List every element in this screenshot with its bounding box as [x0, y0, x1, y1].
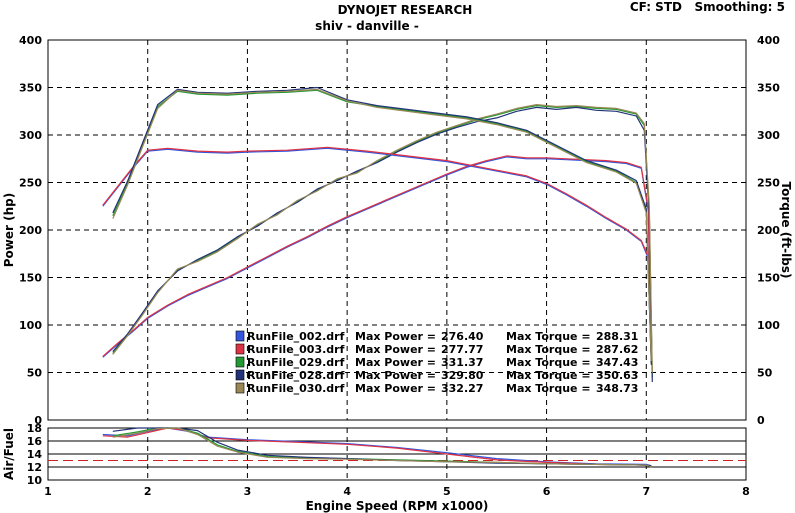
legend-max-power-label: Max Power =: [355, 382, 436, 395]
correction-settings: CF: STD Smoothing: 5: [630, 0, 785, 14]
legend-max-power-label: Max Power =: [355, 330, 436, 343]
afr-series-line: [102, 427, 652, 467]
chart-title: DYNOJET RESEARCH: [338, 3, 473, 17]
legend: RunFile_002.drf Max Power = 276.40 Max Torq…: [235, 330, 638, 395]
afr-tick-label: 10: [27, 474, 43, 487]
legend-max-torque: 287.62: [596, 343, 638, 356]
y-tick-label-left: 350: [19, 82, 42, 95]
afr-tick-label: 16: [27, 435, 43, 448]
legend-swatch: [235, 382, 245, 394]
legend-file: RunFile_028.drf: [247, 369, 345, 382]
series-line: [112, 88, 652, 362]
y-tick-label-left: 0: [34, 414, 42, 427]
y-axis-left-title: Power (hp): [2, 193, 16, 267]
x-tick-label: 5: [443, 485, 451, 498]
y-tick-label-right: 150: [757, 272, 780, 285]
y-tick-label-right: 400: [757, 34, 780, 47]
series-line: [112, 103, 653, 373]
legend-swatch: [235, 369, 245, 381]
legend-max-torque-label: Max Torque =: [506, 343, 591, 356]
grid: [48, 40, 746, 480]
x-tick-label: 8: [742, 485, 750, 498]
legend-max-power: 329.80: [441, 369, 484, 382]
afr-series-line: [112, 427, 652, 468]
legend-max-torque-label: Max Torque =: [506, 369, 591, 382]
x-tick-label: 7: [642, 485, 650, 498]
legend-max-power-label: Max Power =: [355, 356, 436, 369]
main-plot-frame: [47, 39, 747, 421]
y-tick-label-left: 200: [19, 224, 42, 237]
legend-max-power: 331.37: [441, 356, 483, 369]
y-tick-label-right: 250: [757, 177, 780, 190]
legend-max-torque-label: Max Torque =: [506, 356, 591, 369]
legend-max-torque: 350.63: [596, 369, 638, 382]
y-tick-label-left: 250: [19, 177, 42, 190]
y-tick-label-right: 0: [757, 414, 765, 427]
legend-max-power-label: Max Power =: [355, 343, 436, 356]
series-line: [102, 146, 649, 257]
series-line: [112, 104, 653, 378]
legend-file: RunFile_003.drf: [247, 343, 345, 356]
chart-subtitle: shiv - danville -: [315, 19, 419, 33]
y-tick-label-right: 300: [757, 129, 780, 142]
series-line: [112, 86, 652, 365]
legend-swatch: [235, 343, 245, 355]
y-tick-label-right: 50: [757, 367, 773, 380]
y-tick-label-right: 100: [757, 319, 780, 332]
y-tick-label-right: 350: [757, 82, 780, 95]
y-tick-label-left: 400: [19, 34, 42, 47]
afr-axis-title: Air/Fuel: [2, 428, 16, 480]
legend-max-torque: 347.43: [596, 356, 638, 369]
y-tick-label-right: 200: [757, 224, 780, 237]
y-tick-label-left: 150: [19, 272, 42, 285]
y-tick-label-left: 300: [19, 129, 42, 142]
series-line: [102, 155, 652, 362]
legend-max-power: 276.40: [441, 330, 484, 343]
y-axis-right-title: Torque (ft-lbs): [779, 182, 793, 279]
afr-tick-label: 12: [27, 461, 42, 474]
legend-max-power: 277.77: [441, 343, 483, 356]
legend-file: RunFile_002.drf: [247, 330, 345, 343]
legend-max-torque-label: Max Torque =: [506, 382, 591, 395]
legend-file: RunFile_029.drf: [247, 356, 345, 369]
y-tick-label-left: 50: [27, 367, 43, 380]
legend-file: RunFile_030.drf: [247, 382, 345, 395]
x-tick-label: 3: [244, 485, 252, 498]
legend-max-power-label: Max Power =: [355, 369, 436, 382]
x-axis-title: Engine Speed (RPM x1000): [306, 499, 489, 513]
x-tick-label: 1: [44, 485, 52, 498]
afr-tick-label: 14: [27, 448, 43, 461]
afr-tick-label: 18: [27, 422, 42, 435]
legend-swatch: [235, 356, 245, 368]
legend-max-torque: 288.31: [596, 330, 638, 343]
legend-max-power: 332.27: [441, 382, 483, 395]
legend-swatch: [235, 330, 245, 342]
series-line: [102, 147, 649, 259]
series-lines: [102, 86, 653, 468]
y-tick-label-left: 100: [19, 319, 42, 332]
series-line: [112, 106, 653, 383]
x-tick-label: 6: [543, 485, 551, 498]
x-tick-label: 4: [343, 485, 351, 498]
legend-max-torque-label: Max Torque =: [506, 330, 591, 343]
x-tick-label: 2: [144, 485, 152, 498]
legend-max-torque: 348.73: [596, 382, 638, 395]
